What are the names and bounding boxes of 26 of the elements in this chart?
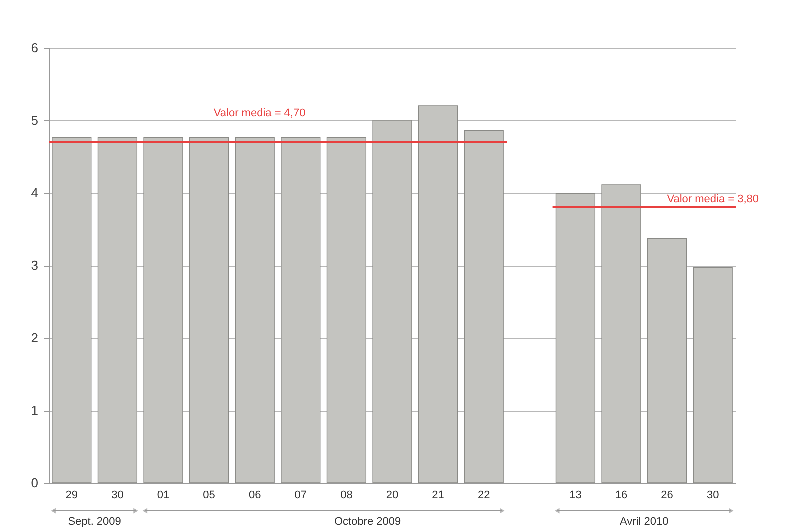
x-tick-label: 06 [248, 490, 262, 502]
x-tick-label: 16 [615, 490, 628, 502]
y-tick-label: 2 [31, 330, 38, 346]
y-tick-label: 0 [31, 476, 38, 490]
x-tick-label: 01 [157, 490, 170, 502]
text: Sept. 2009 [68, 516, 122, 527]
y-tick-label: 6 [31, 40, 38, 56]
x-tick-label: 22 [478, 490, 490, 502]
text: Avril 2010 [620, 516, 669, 527]
x-tick-label: 30 [706, 490, 720, 502]
y-tick-label: 5 [31, 113, 38, 128]
text: Octobre 2009 [334, 516, 402, 527]
x-tick-label: 26 [661, 490, 674, 502]
x-tick-label: 08 [340, 490, 353, 502]
y-tick-label: 4 [31, 186, 38, 200]
x-tick-label: 30 [112, 490, 124, 502]
y-tick-label: 3 [31, 258, 38, 273]
y-tick-label: 1 [31, 403, 38, 418]
ref-line-label: Valor media = 3,80 [667, 194, 760, 206]
x-tick-label: 29 [66, 490, 78, 502]
x-tick-label: 05 [203, 490, 216, 502]
ref-line-label: Valor media = 4,70 [214, 107, 306, 120]
x-tick-label: 07 [294, 490, 308, 502]
x-tick-label: 20 [386, 490, 399, 502]
x-tick-label: 13 [570, 490, 582, 502]
x-tick-label: 21 [432, 490, 444, 502]
